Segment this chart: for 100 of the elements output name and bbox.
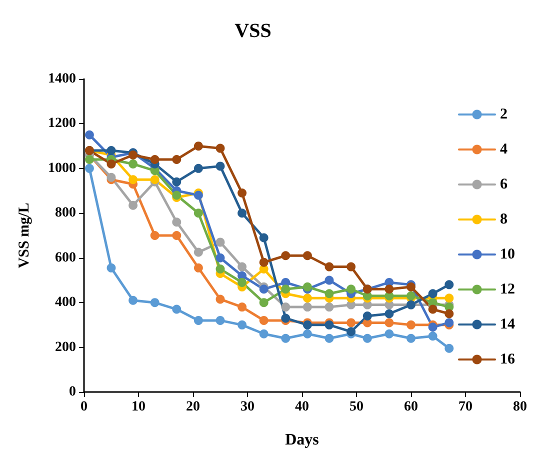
point (128, 175, 138, 184)
point (238, 262, 247, 272)
point (259, 233, 268, 242)
legend-label: 4 (500, 142, 508, 158)
point (194, 142, 203, 151)
point (281, 334, 290, 343)
point (281, 302, 290, 312)
point (444, 309, 454, 318)
point (238, 188, 247, 198)
point (106, 172, 116, 182)
point (194, 263, 203, 272)
point (324, 289, 334, 298)
point (172, 231, 182, 240)
point (444, 280, 454, 290)
point (428, 289, 438, 298)
point (259, 284, 268, 294)
point (194, 208, 203, 218)
point (172, 190, 182, 200)
point (238, 208, 247, 218)
legend-label: 10 (500, 246, 515, 262)
point (194, 248, 203, 257)
y-tick-label: 1400 (48, 72, 76, 86)
point (238, 302, 247, 312)
point (106, 263, 116, 272)
legend-label: 14 (500, 316, 516, 332)
point (324, 302, 334, 312)
point (406, 320, 416, 330)
point (281, 284, 290, 294)
y-tick-label: 200 (55, 340, 76, 355)
point (302, 329, 312, 338)
point (384, 318, 394, 328)
point (216, 253, 225, 262)
legend-label: 12 (500, 282, 515, 298)
point (216, 264, 225, 274)
point (194, 164, 203, 173)
point (302, 302, 312, 312)
point (444, 344, 454, 353)
x-tick-label: 40 (295, 400, 309, 414)
x-tick-label: 10 (132, 400, 146, 414)
x-tick-label: 70 (458, 400, 472, 414)
point (302, 294, 312, 303)
point (172, 218, 182, 227)
y-tick-label: 1200 (48, 116, 76, 132)
point (216, 238, 225, 247)
y-tick-label: 800 (55, 206, 76, 221)
x-axis-title: Days (285, 432, 319, 448)
point (128, 159, 138, 168)
point (346, 262, 356, 272)
y-tick-label: 0 (69, 384, 76, 400)
point (406, 334, 416, 343)
point (150, 298, 160, 308)
point (346, 318, 356, 328)
point (428, 304, 438, 314)
point (281, 251, 290, 260)
x-tick-label: 20 (186, 400, 200, 414)
point (259, 258, 268, 267)
point (172, 304, 182, 314)
legend-label: 16 (500, 352, 516, 368)
point (302, 251, 312, 260)
point (238, 320, 247, 330)
point (302, 282, 312, 292)
point (259, 298, 268, 308)
y-axis-title: VSS mg/L (16, 202, 32, 268)
point (106, 159, 116, 168)
point (150, 154, 160, 164)
point (172, 154, 182, 164)
point (216, 144, 225, 153)
legend-label: 2 (500, 106, 508, 122)
point (128, 150, 138, 160)
point (384, 284, 394, 294)
point (259, 316, 268, 325)
point (84, 154, 94, 164)
x-tick-label: 30 (240, 400, 254, 414)
point (346, 284, 356, 294)
point (384, 309, 394, 318)
point (106, 146, 116, 156)
point (216, 316, 225, 325)
point (172, 177, 182, 186)
point (84, 164, 94, 173)
point (194, 316, 203, 325)
point (216, 294, 225, 304)
point (128, 296, 138, 305)
point (428, 332, 438, 341)
y-tick-label: 1000 (48, 160, 76, 176)
point (324, 334, 334, 343)
point (259, 329, 268, 338)
point (324, 262, 334, 272)
point (444, 294, 454, 303)
point (406, 291, 416, 300)
x-tick-label: 60 (404, 400, 418, 414)
y-tick-label: 400 (55, 295, 76, 310)
point (428, 322, 438, 332)
point (362, 334, 372, 343)
point (238, 278, 247, 287)
point (84, 130, 94, 140)
chart-title: VSS (234, 20, 272, 42)
point (324, 276, 334, 285)
x-tick-label: 50 (350, 400, 364, 414)
point (384, 329, 394, 338)
point (128, 200, 138, 210)
